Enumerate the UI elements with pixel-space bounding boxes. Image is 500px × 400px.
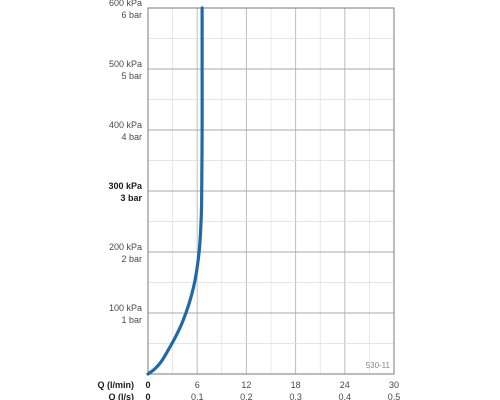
x-tick-label-0: 18 (291, 380, 301, 390)
chart-code-label: 530-11 (366, 361, 391, 370)
series-line-0 (146, 6, 204, 376)
y-tick-label-kpa: 600 kPa (109, 0, 142, 8)
y-tick-label-bar: 4 bar (121, 132, 142, 142)
x-tick-label-1: 0.3 (289, 392, 302, 400)
y-tick-label-kpa: 300 kPa (108, 181, 143, 191)
chart-series (146, 6, 204, 376)
x-axis-title-0: Q (l/min) (98, 380, 135, 390)
plot-frame (147, 7, 395, 375)
x-axis-ticks: Q (l/min) 0 6 12 18 24 30 Q (l/s) 0 0.1 0.2 0.3 0.4 0… (98, 380, 401, 400)
y-tick-label-kpa: 200 kPa (109, 242, 142, 252)
y-tick-label-bar: 5 bar (121, 71, 142, 81)
x-tick-label-1: 0 (145, 392, 150, 400)
y-tick-label-bar: 3 bar (120, 193, 142, 203)
chart-grid (148, 8, 394, 374)
chart-frame (147, 7, 395, 375)
x-tick-label-1: 0.4 (339, 392, 352, 400)
x-tick-label-1: 0.5 (388, 392, 401, 400)
y-axis-ticks: 100 kPa 1 bar 200 kPa 2 bar 300 kPa 3 bar 400 … (108, 0, 143, 325)
y-tick-label-kpa: 400 kPa (109, 120, 142, 130)
x-tick-label-0: 24 (340, 380, 350, 390)
x-tick-label-0: 0 (145, 380, 150, 390)
x-axis-title-1: Q (l/s) (108, 392, 134, 400)
y-tick-label-bar: 2 bar (121, 254, 142, 264)
y-tick-label-bar: 1 bar (121, 315, 142, 325)
x-tick-label-0: 6 (195, 380, 200, 390)
y-tick-label-bar: 6 bar (121, 10, 142, 20)
x-tick-label-0: 12 (241, 380, 251, 390)
x-tick-label-1: 0.2 (240, 392, 253, 400)
x-tick-label-1: 0.1 (191, 392, 204, 400)
y-tick-label-kpa: 500 kPa (109, 59, 142, 69)
y-tick-label-kpa: 100 kPa (109, 303, 142, 313)
x-tick-label-0: 30 (389, 380, 399, 390)
